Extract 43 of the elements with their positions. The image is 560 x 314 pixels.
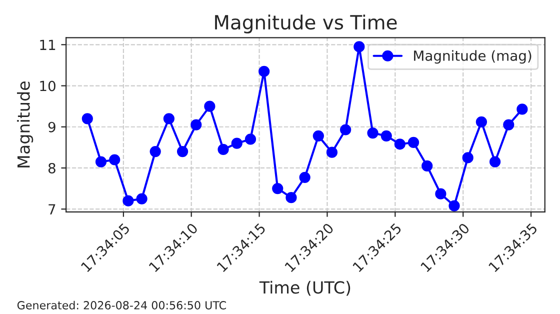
point [354,41,365,52]
point [231,138,242,149]
point [380,130,392,142]
point [326,146,338,158]
point [394,138,406,150]
point [476,116,487,128]
legend-label: Magnitude (mag) [414,50,532,64]
point [340,124,352,136]
point [435,188,446,200]
point [367,127,378,139]
point [299,172,310,183]
point [122,195,134,206]
point [272,182,284,194]
point [516,104,528,115]
point [82,113,93,124]
y-tick-label: 8 [48,162,56,174]
y-tick-label: 10 [40,80,56,92]
point [190,119,202,130]
chart-title: Magnitude vs Time [215,14,397,34]
point [95,156,107,168]
point [489,156,501,168]
point [136,193,148,204]
point [163,113,174,124]
point [422,160,433,172]
point [150,146,161,158]
text: Generated: 2026-08-24 00:56:50 UTC [17,300,226,310]
y-axis-title: Magnitude [17,82,34,168]
point [503,119,514,130]
point [448,200,460,212]
x-axis-title: Time (UTC) [259,280,350,296]
point [218,144,229,156]
point [286,192,297,204]
point [462,152,474,164]
y-tick-label: 7 [48,204,56,214]
point [258,66,270,77]
point [109,154,120,166]
point [244,134,256,145]
point [408,136,420,148]
y-tick-label: 9 [48,122,56,132]
point [312,130,324,142]
point [176,146,188,158]
y-tick-label: 11 [40,40,56,50]
point [204,100,216,112]
